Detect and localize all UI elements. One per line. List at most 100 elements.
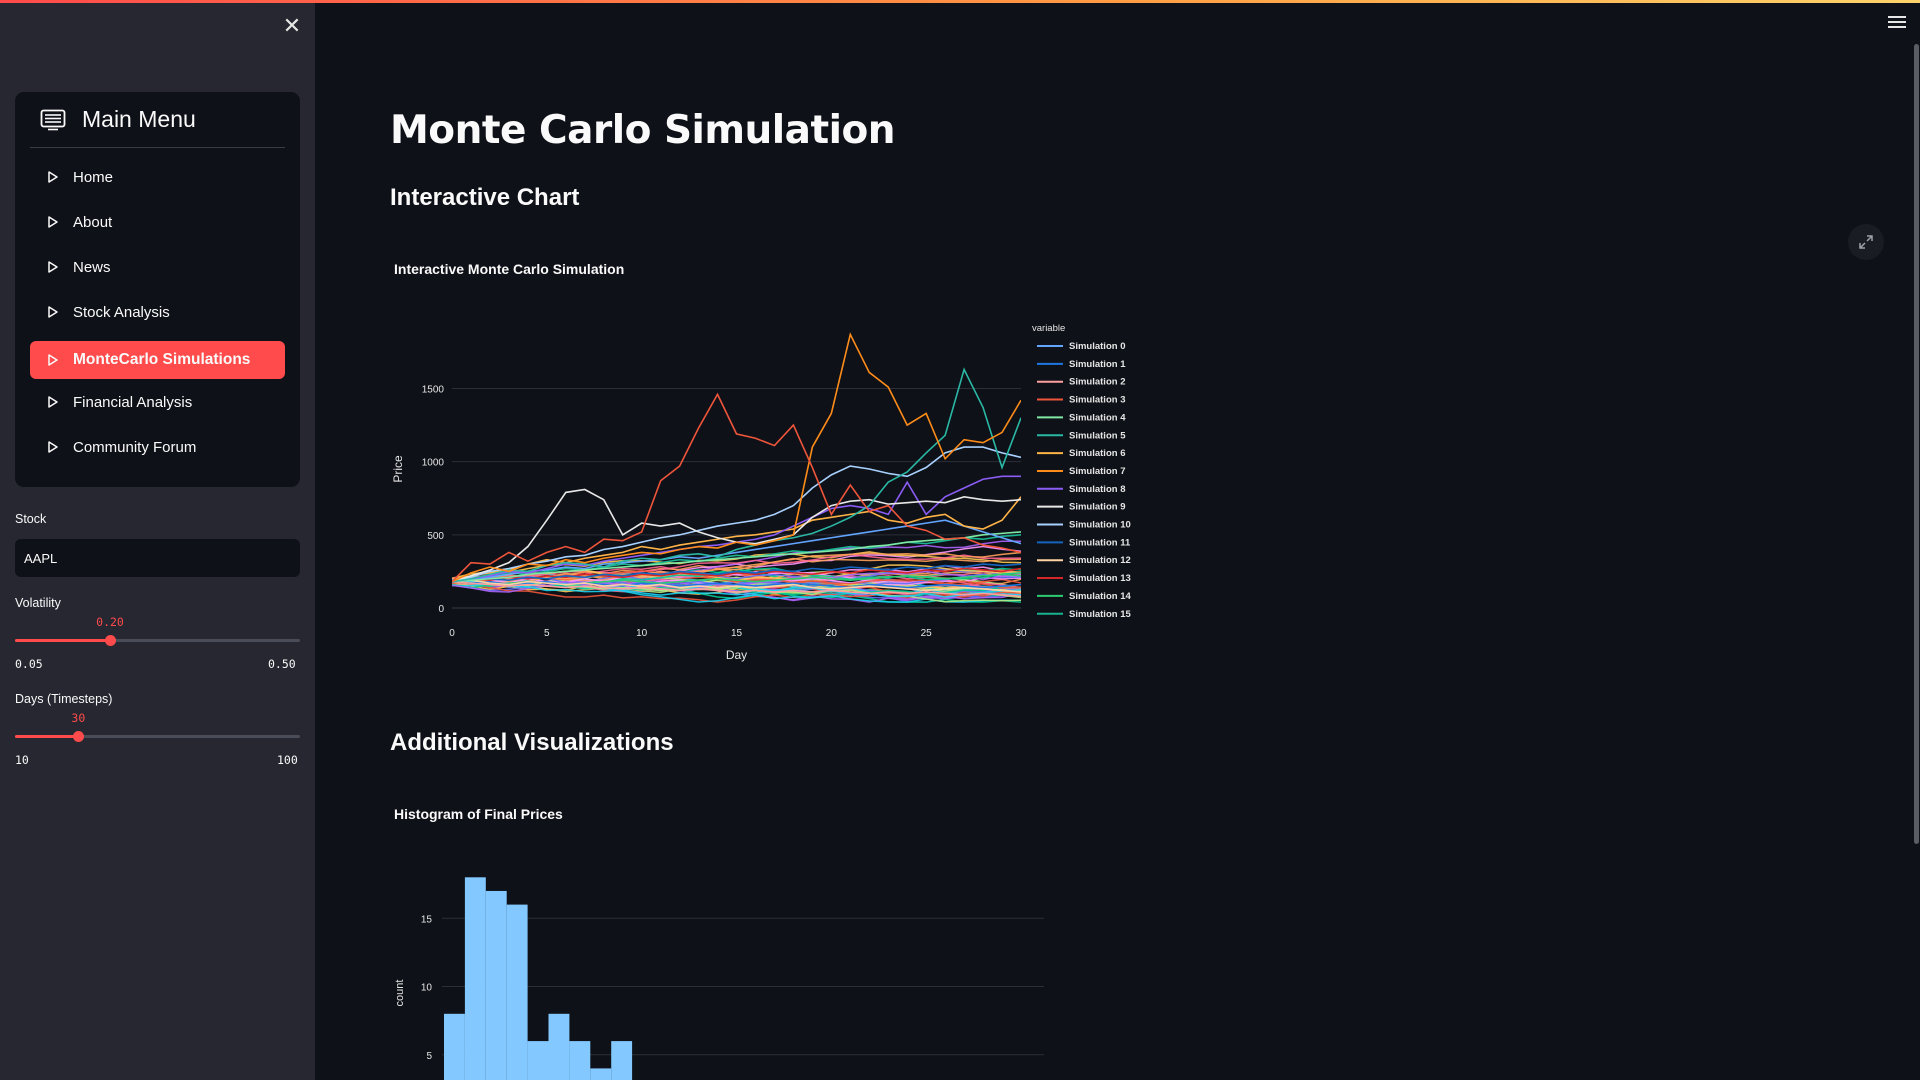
series-line[interactable] xyxy=(452,567,1021,583)
slider-value: 0.20 xyxy=(96,615,124,629)
legend-entry[interactable]: Simulation 15 xyxy=(1069,609,1131,620)
legend-entry[interactable]: Simulation 5 xyxy=(1069,430,1126,441)
series-line[interactable] xyxy=(452,579,1021,593)
menu-item-label: About xyxy=(73,213,113,231)
slider-thumb[interactable] xyxy=(72,731,84,742)
menu-item-about[interactable]: About xyxy=(30,203,285,241)
menu-item-label: Community Forum xyxy=(73,438,197,456)
histogram-bar[interactable] xyxy=(527,1041,549,1080)
legend-entry[interactable]: Simulation 0 xyxy=(1069,341,1125,352)
y-tick-label: 1500 xyxy=(422,385,445,396)
series-line[interactable] xyxy=(452,475,1021,583)
days-slider[interactable]: 30 xyxy=(15,711,300,747)
y-axis-label: Price xyxy=(391,455,405,483)
legend-entry[interactable]: Simulation 6 xyxy=(1069,448,1125,459)
legend-entry[interactable]: Simulation 11 xyxy=(1069,537,1131,548)
menu-item-label: MonteCarlo Simulations xyxy=(73,351,251,368)
legend-entry[interactable]: Simulation 1 xyxy=(1069,359,1126,370)
y-tick-label: 15 xyxy=(421,914,433,925)
menu-item-label: Home xyxy=(73,168,114,186)
series-line[interactable] xyxy=(452,332,1021,583)
monte-carlo-line-chart[interactable]: 0 500 1000 1500 0 5 10 15 20 25 30 Day Price variable… xyxy=(380,310,1180,720)
top-decoration-bar xyxy=(0,0,1920,3)
volatility-label: Volatility xyxy=(15,596,61,610)
legend-title: variable xyxy=(1032,323,1065,334)
x-axis-label: Day xyxy=(726,648,747,662)
page-title: Monte Carlo Simulation xyxy=(390,108,896,153)
legend-entry[interactable]: Simulation 9 xyxy=(1069,502,1125,513)
legend-entry[interactable]: Simulation 4 xyxy=(1069,412,1126,423)
histogram-bar[interactable] xyxy=(506,904,528,1080)
slider-thumb[interactable] xyxy=(104,635,116,646)
fullscreen-expand-icon[interactable] xyxy=(1848,224,1884,260)
play-icon xyxy=(48,216,58,228)
line-chart-title: Interactive Monte Carlo Simulation xyxy=(394,261,625,277)
histogram-bar[interactable] xyxy=(611,1041,633,1080)
series-line[interactable] xyxy=(452,392,1021,583)
days-label: Days (Timesteps) xyxy=(15,692,113,706)
x-tick-label: 0 xyxy=(449,628,455,639)
menu-item-stock-analysis[interactable]: Stock Analysis xyxy=(30,293,285,331)
volatility-max: 0.50 xyxy=(268,657,296,671)
histogram-bar[interactable] xyxy=(485,890,507,1080)
legend-entry[interactable]: Simulation 7 xyxy=(1069,466,1125,477)
slider-track xyxy=(15,639,300,642)
close-icon[interactable]: ✕ xyxy=(282,13,302,38)
series-line[interactable] xyxy=(452,367,1021,583)
play-icon xyxy=(48,396,58,408)
play-icon xyxy=(48,171,58,183)
legend-entry[interactable]: Simulation 14 xyxy=(1069,591,1131,602)
menu-item-news[interactable]: News xyxy=(30,248,285,286)
volatility-slider[interactable]: 0.20 xyxy=(15,615,300,651)
interactive-chart-header: Interactive Chart xyxy=(390,184,580,211)
x-tick-label: 10 xyxy=(636,628,648,639)
x-tick-label: 25 xyxy=(921,628,933,639)
legend-entry[interactable]: Simulation 13 xyxy=(1069,573,1131,584)
x-tick-label: 5 xyxy=(544,628,550,639)
series-line[interactable] xyxy=(452,519,1021,583)
hamburger-menu-icon[interactable] xyxy=(1888,16,1906,30)
histogram-bar[interactable] xyxy=(464,877,486,1080)
scrollbar[interactable] xyxy=(1914,44,1919,844)
menu-item-label: Stock Analysis xyxy=(73,303,170,321)
menu-header: Main Menu xyxy=(30,92,285,148)
play-icon xyxy=(48,306,58,318)
menu-item-montecarlo-simulations[interactable]: MonteCarlo Simulations xyxy=(30,341,285,379)
legend-entry[interactable]: Simulation 2 xyxy=(1069,377,1125,388)
y-tick-label: 500 xyxy=(427,531,444,542)
slider-fill xyxy=(15,639,110,642)
additional-visualizations-header: Additional Visualizations xyxy=(390,729,674,756)
stock-label: Stock xyxy=(15,512,47,526)
menu-title: Main Menu xyxy=(82,106,196,132)
final-price-histogram[interactable]: 5 10 15 count xyxy=(380,850,1060,1080)
days-max: 100 xyxy=(277,753,298,767)
y-axis-label: count xyxy=(394,980,406,1007)
slider-fill xyxy=(15,735,79,738)
series-line[interactable] xyxy=(452,534,1021,583)
legend-entry[interactable]: Simulation 8 xyxy=(1069,484,1125,495)
histogram-bar[interactable] xyxy=(590,1068,612,1080)
histogram-bar[interactable] xyxy=(548,1013,570,1080)
series-line[interactable] xyxy=(452,580,1021,589)
series-line[interactable] xyxy=(452,531,1021,583)
stock-input[interactable]: AAPL xyxy=(15,539,300,577)
series-line[interactable] xyxy=(452,446,1021,583)
y-tick-label: 1000 xyxy=(422,458,445,469)
histogram-bar[interactable] xyxy=(444,1013,465,1080)
legend-entry[interactable]: Simulation 10 xyxy=(1069,520,1131,531)
menu-item-home[interactable]: Home xyxy=(30,158,285,196)
histogram-bar[interactable] xyxy=(569,1041,591,1080)
series-line[interactable] xyxy=(452,496,1021,583)
volatility-min: 0.05 xyxy=(15,657,43,671)
play-icon xyxy=(48,354,58,366)
list-icon xyxy=(40,109,66,130)
legend-entry[interactable]: Simulation 3 xyxy=(1069,395,1125,406)
series-line[interactable] xyxy=(452,563,1021,583)
play-icon xyxy=(48,441,58,453)
slider-value: 30 xyxy=(71,711,86,725)
menu-item-community-forum[interactable]: Community Forum xyxy=(30,428,285,466)
legend-entry[interactable]: Simulation 12 xyxy=(1069,555,1131,566)
series-line[interactable] xyxy=(452,580,1021,598)
days-min: 10 xyxy=(15,753,29,767)
menu-item-financial-analysis[interactable]: Financial Analysis xyxy=(30,383,285,421)
